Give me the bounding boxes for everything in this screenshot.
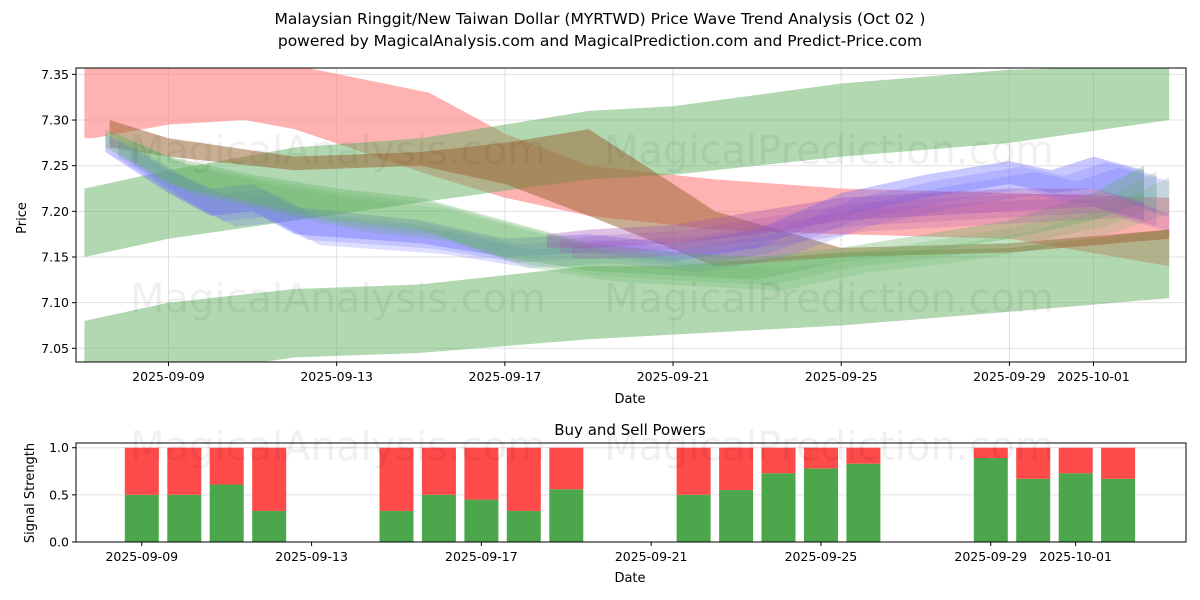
bar-x-tick-label: 2025-09-09	[105, 549, 178, 564]
main-x-ticks: 2025-09-09 2025-09-13 2025-09-17 2025-09-21…	[132, 362, 1130, 384]
watermark-analysis-bar: MagicalAnalysis.com	[130, 424, 546, 470]
sell-bar	[506, 447, 541, 511]
sell-bar	[719, 447, 754, 491]
bar-x-tick-label: 2025-10-01	[1039, 549, 1112, 564]
buy-bar	[506, 510, 541, 542]
sell-bar	[676, 447, 711, 495]
bar-x-tick-label: 2025-09-25	[785, 549, 858, 564]
band-purple-wave	[546, 188, 1144, 248]
band-blue-wave	[105, 133, 1144, 262]
sell-bar	[846, 447, 881, 464]
bar-y-ticks: 0.0 0.5 1.0	[49, 440, 76, 550]
chart-title: Malaysian Ringgit/New Taiwan Dollar (MYR…	[274, 10, 926, 28]
main-x-label: Date	[614, 392, 645, 407]
buy-bar	[1016, 478, 1051, 542]
buy-bar	[464, 499, 499, 542]
buy-bar	[549, 489, 584, 542]
bar-x-tick-label: 2025-09-29	[954, 549, 1027, 564]
main-y-label: Price	[15, 202, 30, 234]
sell-bar	[549, 447, 584, 490]
bar-x-tick-label: 2025-09-21	[615, 549, 688, 564]
main-y-ticks: 7.05 7.10 7.15 7.20 7.25 7.30 7.35	[41, 67, 76, 356]
bar-x-label: Date	[614, 571, 645, 586]
sell-bar	[1101, 447, 1136, 479]
chart-subtitle: powered by MagicalAnalysis.com and Magic…	[277, 32, 923, 50]
main-x-tick-label: 2025-09-09	[132, 369, 205, 384]
buy-bar	[379, 510, 414, 542]
main-y-tick-label: 7.20	[41, 204, 69, 219]
sell-bar	[421, 447, 456, 495]
band-green-wave	[105, 129, 1144, 280]
buy-bar	[846, 463, 881, 542]
band-green-lower	[84, 229, 1170, 362]
buy-bar	[804, 468, 838, 542]
band-green-wave-layer	[118, 134, 1157, 286]
buy-bar	[761, 473, 796, 542]
main-x-tick-label: 2025-09-25	[805, 369, 878, 384]
main-y-tick-label: 7.15	[41, 250, 69, 265]
bar-y-label: Signal Strength	[23, 443, 38, 543]
bar-y-tick-label: 0.0	[49, 535, 69, 550]
buy-bar	[973, 458, 1008, 542]
buy-bar	[124, 494, 159, 542]
main-x-tick-label: 2025-09-29	[973, 369, 1046, 384]
sell-bar	[252, 447, 287, 511]
buy-bar	[252, 510, 287, 542]
bar-marks	[124, 447, 1136, 542]
sell-bar	[1016, 447, 1051, 479]
band-blue-wave-layer	[130, 144, 1170, 273]
buy-bar	[719, 490, 754, 542]
bar-x-tick-label: 2025-09-17	[445, 549, 518, 564]
sell-bar	[1058, 447, 1093, 474]
watermark-prediction-top: MagicalPrediction.com	[604, 128, 1054, 174]
buy-bar	[421, 494, 456, 542]
sell-bar	[761, 447, 796, 474]
band-brown-overlap	[109, 120, 1170, 267]
buy-bar	[1058, 473, 1093, 542]
bar-axes-frame	[75, 442, 1187, 543]
band-blue-wave-layer	[118, 139, 1157, 267]
sell-bar	[464, 447, 499, 500]
band-purple-wave-layer	[559, 194, 1157, 254]
sell-bar	[124, 447, 159, 495]
watermark-prediction-bottom: MagicalPrediction.com	[604, 276, 1054, 322]
main-axes-frame	[75, 67, 1187, 363]
main-bands	[84, 68, 1170, 362]
buy-bar	[167, 494, 202, 542]
buy-bar	[209, 484, 244, 542]
main-x-tick-label: 2025-09-17	[469, 369, 542, 384]
band-red-upper	[84, 68, 1170, 267]
sell-bar	[973, 447, 1008, 459]
main-y-tick-label: 7.30	[41, 113, 69, 128]
sell-bar	[379, 447, 414, 511]
bar-y-tick-label: 0.5	[49, 487, 69, 502]
watermark-prediction-bar: MagicalPrediction.com	[604, 424, 1054, 470]
main-y-tick-label: 7.25	[41, 158, 69, 173]
main-y-tick-label: 7.10	[41, 295, 69, 310]
main-y-tick-label: 7.05	[41, 341, 69, 356]
sell-bar	[167, 447, 202, 495]
bar-chart-title: Buy and Sell Powers	[554, 421, 706, 439]
buy-bar	[676, 494, 711, 542]
main-x-tick-label: 2025-10-01	[1057, 369, 1130, 384]
main-x-tick-label: 2025-09-21	[637, 369, 710, 384]
watermark-analysis-top: MagicalAnalysis.com	[130, 128, 546, 174]
sell-bar	[209, 447, 244, 485]
bar-y-tick-label: 1.0	[49, 440, 69, 455]
watermark-analysis-bottom: MagicalAnalysis.com	[130, 276, 546, 322]
band-purple-wave-layer	[572, 199, 1170, 259]
buy-bar	[1101, 478, 1136, 542]
bar-x-tick-label: 2025-09-13	[275, 549, 348, 564]
band-green-wave-layer	[130, 140, 1170, 291]
main-y-tick-label: 7.35	[41, 67, 69, 82]
sell-bar	[804, 447, 838, 469]
main-x-tick-label: 2025-09-13	[300, 369, 373, 384]
bar-x-ticks: 2025-09-09 2025-09-13 2025-09-17 2025-09-21…	[105, 542, 1112, 564]
